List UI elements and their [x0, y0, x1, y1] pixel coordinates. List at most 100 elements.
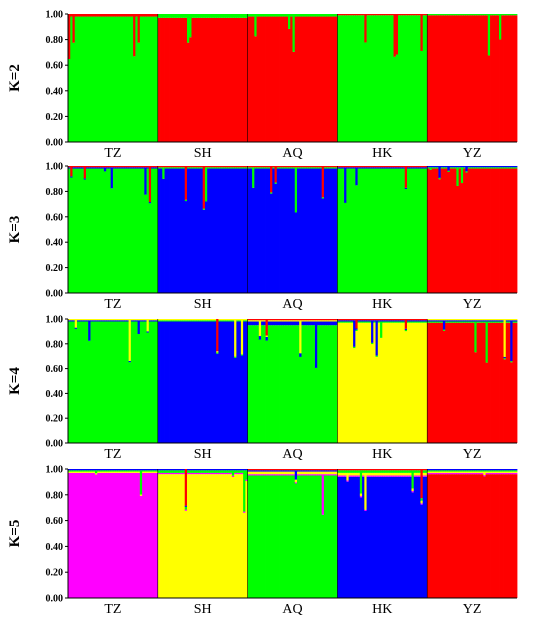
bar-segment [209, 472, 213, 475]
bar-segment [142, 469, 145, 471]
bar-segment [413, 470, 417, 473]
bar-segment [512, 166, 516, 168]
bar-segment [182, 474, 186, 598]
bar-segment [222, 167, 226, 169]
bar-segment [433, 167, 437, 169]
bar-segment [496, 168, 500, 293]
bar-segment [209, 321, 213, 443]
bar-segment [265, 168, 269, 293]
bar-segment [305, 168, 309, 293]
bar-segment [407, 14, 410, 16]
bar-segment [431, 320, 435, 322]
bar-segment [386, 476, 390, 598]
bar-segment [346, 320, 350, 322]
bar-segment [510, 15, 513, 143]
bar-segment [339, 472, 343, 476]
bar-segment [301, 166, 305, 168]
bar-segment [207, 469, 210, 471]
bar-segment [288, 167, 291, 169]
bar-segment [476, 168, 480, 293]
bar-segment [279, 168, 282, 293]
bar-segment [310, 469, 314, 471]
bar-segment [393, 56, 397, 143]
bar-segment [285, 321, 289, 326]
bar-segment [411, 14, 415, 16]
bar-segment [193, 319, 197, 321]
bar-segment [160, 319, 163, 321]
bar-segment [115, 16, 118, 143]
bar-segment [415, 15, 419, 143]
bar-segment [160, 474, 163, 598]
bar-segment [81, 469, 85, 471]
bar-segment [209, 319, 213, 321]
bar-segment [281, 471, 284, 475]
bar-segment [211, 319, 215, 321]
bar-segment [110, 471, 114, 473]
bar-segment [110, 188, 114, 293]
bar-segment [146, 14, 150, 17]
bar-segment [296, 16, 300, 143]
bar-segment [70, 469, 73, 471]
bar-segment [505, 322, 509, 443]
bar-segment [139, 319, 143, 321]
bar-segment [263, 14, 266, 17]
bar-segment [449, 319, 453, 321]
bar-segment [220, 168, 224, 293]
bar-segment [447, 470, 451, 472]
bar-segment [175, 167, 179, 169]
bar-segment [326, 14, 329, 17]
bar-segment [303, 470, 307, 472]
bar-segment [272, 168, 275, 293]
bar-segment [433, 322, 437, 443]
bar-segment [384, 320, 388, 322]
bar-segment [267, 14, 271, 17]
bar-segment [121, 320, 125, 322]
bar-segment [440, 14, 444, 16]
bar-segment [195, 469, 199, 471]
bar-segment [436, 167, 439, 169]
bar-segment [424, 15, 428, 143]
bar-segment [418, 168, 421, 293]
bar-segment [135, 168, 138, 293]
bar-segment [90, 470, 94, 472]
bar-segment [171, 319, 174, 321]
bar-segment [368, 15, 372, 143]
bar-segment [344, 15, 347, 143]
bar-segment [164, 17, 168, 143]
bar-segment [76, 319, 80, 321]
bar-segment [153, 167, 156, 169]
bar-segment [216, 351, 219, 353]
bar-segment [407, 15, 410, 143]
bar-segment [411, 322, 415, 443]
bar-segment [303, 471, 307, 475]
bar-segment [270, 474, 273, 476]
bar-segment [90, 471, 94, 473]
bar-segment [330, 168, 334, 293]
bar-segment [415, 470, 419, 473]
bar-segment [189, 474, 192, 598]
bar-segment [200, 469, 204, 471]
bar-segment [317, 474, 320, 476]
bar-segment [335, 471, 338, 475]
bar-segment [373, 472, 376, 476]
bar-segment [436, 470, 439, 472]
bar-segment [330, 320, 334, 322]
bar-segment [375, 356, 379, 443]
bar-segment [501, 168, 504, 293]
bar-segment [139, 16, 143, 143]
bar-segment [236, 168, 240, 293]
bar-segment [328, 475, 332, 598]
bar-segment [229, 474, 233, 598]
bar-segment [429, 15, 433, 143]
bar-segment [375, 319, 379, 321]
bar-segment [294, 483, 298, 598]
bar-segment [407, 167, 410, 169]
bar-segment [117, 470, 121, 472]
bar-segment [281, 325, 284, 443]
bar-segment [409, 167, 412, 169]
bar-segment [314, 471, 318, 475]
bar-segment [256, 471, 260, 475]
bar-segment [499, 168, 502, 293]
bar-segment [364, 320, 367, 322]
bar-segment [146, 16, 150, 143]
